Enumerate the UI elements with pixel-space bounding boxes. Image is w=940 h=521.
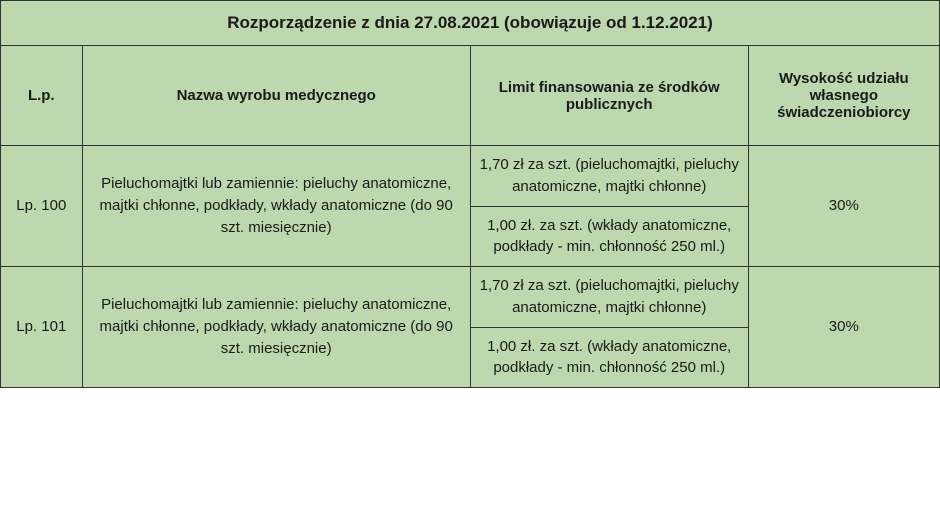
table-title: Rozporządzenie z dnia 27.08.2021 (obowią… <box>1 1 940 46</box>
cell-limit: 1,00 zł. za szt. (wkłady anatomiczne, po… <box>470 206 748 267</box>
cell-name: Pieluchomajtki lub zamiennie: pieluchy a… <box>82 267 470 388</box>
cell-lp: Lp. 101 <box>1 267 83 388</box>
table-header-row: L.p. Nazwa wyrobu medycznego Limit finan… <box>1 46 940 146</box>
cell-limit: 1,70 zł za szt. (pieluchomajtki, pieluch… <box>470 146 748 207</box>
table-row: Lp. 100 Pieluchomajtki lub zamiennie: pi… <box>1 146 940 207</box>
cell-limit: 1,70 zł za szt. (pieluchomajtki, pieluch… <box>470 267 748 328</box>
cell-share: 30% <box>748 267 939 388</box>
cell-share: 30% <box>748 146 939 267</box>
regulation-table: Rozporządzenie z dnia 27.08.2021 (obowią… <box>0 0 940 388</box>
col-header-name: Nazwa wyrobu medycznego <box>82 46 470 146</box>
table-row: Lp. 101 Pieluchomajtki lub zamiennie: pi… <box>1 267 940 328</box>
cell-lp: Lp. 100 <box>1 146 83 267</box>
col-header-lp: L.p. <box>1 46 83 146</box>
cell-name: Pieluchomajtki lub zamiennie: pieluchy a… <box>82 146 470 267</box>
table-title-row: Rozporządzenie z dnia 27.08.2021 (obowią… <box>1 1 940 46</box>
cell-limit: 1,00 zł. za szt. (wkłady anatomiczne, po… <box>470 327 748 388</box>
col-header-share: Wysokość udziału własnego świadczeniobio… <box>748 46 939 146</box>
col-header-limit: Limit finansowania ze środków publicznyc… <box>470 46 748 146</box>
